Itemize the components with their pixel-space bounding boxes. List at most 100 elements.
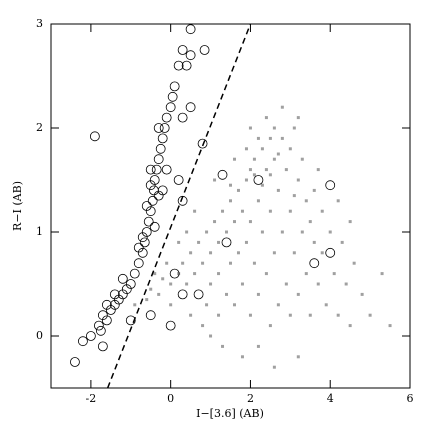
star-point bbox=[97, 310, 108, 321]
galaxy-point bbox=[348, 324, 352, 328]
star-point bbox=[149, 175, 160, 185]
galaxy-point bbox=[264, 272, 268, 276]
galaxy-point bbox=[332, 272, 336, 276]
y-axis-label: R−I (AB) bbox=[11, 181, 24, 231]
galaxy-point bbox=[232, 220, 236, 224]
galaxy-point bbox=[252, 157, 256, 161]
star-point bbox=[145, 206, 156, 217]
galaxy-point bbox=[213, 178, 217, 182]
galaxy-point bbox=[368, 313, 372, 317]
galaxy-point bbox=[296, 292, 300, 296]
star-point bbox=[167, 91, 178, 102]
galaxy-point bbox=[209, 282, 213, 286]
star-point bbox=[117, 273, 128, 284]
star-point bbox=[137, 247, 148, 258]
galaxy-point bbox=[181, 261, 185, 265]
galaxy-point bbox=[336, 313, 340, 317]
galaxy-point bbox=[256, 292, 260, 296]
galaxy-point bbox=[165, 261, 169, 265]
star-point bbox=[145, 310, 156, 321]
galaxy-point bbox=[268, 173, 272, 177]
star-point bbox=[165, 102, 176, 113]
galaxy-point bbox=[320, 209, 324, 213]
galaxy-point bbox=[276, 303, 280, 307]
star-point bbox=[177, 45, 188, 55]
galaxy-point bbox=[169, 303, 173, 307]
star-point bbox=[78, 336, 88, 347]
star-point bbox=[177, 112, 188, 123]
star-point bbox=[117, 289, 128, 300]
galaxy-point bbox=[272, 365, 276, 369]
galaxy-point bbox=[264, 116, 268, 120]
x-tick-label: 2 bbox=[247, 392, 254, 405]
galaxy-point bbox=[244, 147, 248, 151]
galaxy-point bbox=[272, 157, 276, 161]
star-point bbox=[93, 320, 104, 331]
star-point bbox=[157, 133, 168, 144]
galaxy-point bbox=[217, 313, 221, 317]
galaxy-point bbox=[189, 251, 193, 255]
galaxy-point bbox=[300, 230, 304, 234]
galaxy-point bbox=[276, 188, 280, 192]
galaxy-point bbox=[240, 209, 244, 213]
galaxy-point bbox=[177, 240, 181, 244]
star-point bbox=[139, 237, 150, 248]
galaxy-point bbox=[292, 251, 296, 255]
star-point bbox=[95, 325, 106, 336]
star-point bbox=[101, 299, 112, 310]
galaxy-point bbox=[292, 194, 296, 198]
galaxy-point bbox=[360, 292, 364, 296]
x-tick-label: 6 bbox=[407, 392, 414, 405]
galaxy-point bbox=[280, 136, 284, 140]
star-point bbox=[143, 216, 154, 227]
galaxy-point bbox=[133, 303, 137, 307]
star-point bbox=[113, 294, 124, 305]
galaxy-point bbox=[312, 188, 316, 192]
star-point bbox=[155, 143, 166, 154]
star-point bbox=[70, 357, 80, 367]
galaxy-point bbox=[320, 251, 324, 255]
galaxy-point bbox=[280, 230, 284, 234]
galaxy-point bbox=[328, 230, 332, 234]
galaxy-point bbox=[169, 282, 173, 286]
galaxy-point bbox=[189, 313, 193, 317]
galaxy-point bbox=[248, 313, 252, 317]
star-point bbox=[253, 175, 264, 185]
star-point bbox=[129, 268, 140, 279]
galaxy-point bbox=[256, 344, 260, 348]
galaxy-point bbox=[145, 298, 149, 302]
x-tick-label: 4 bbox=[327, 392, 334, 405]
galaxy-point bbox=[288, 147, 292, 151]
star-point bbox=[153, 123, 164, 133]
galaxy-point bbox=[260, 183, 264, 187]
star-point bbox=[181, 60, 192, 71]
star-point bbox=[149, 221, 160, 232]
star-point bbox=[85, 331, 96, 341]
star-point bbox=[325, 247, 336, 258]
galaxy-point bbox=[221, 344, 225, 348]
galaxy-point bbox=[284, 282, 288, 286]
star-point bbox=[153, 154, 164, 165]
star-point bbox=[145, 164, 156, 175]
galaxy-point bbox=[244, 240, 248, 244]
galaxy-point bbox=[193, 272, 197, 276]
galaxy-point bbox=[205, 230, 209, 234]
divider-line bbox=[106, 23, 252, 389]
star-point bbox=[173, 175, 184, 185]
star-point bbox=[185, 102, 196, 113]
galaxy-point bbox=[225, 230, 229, 234]
galaxy-point bbox=[161, 277, 165, 281]
galaxy-point bbox=[240, 282, 244, 286]
galaxy-point bbox=[213, 220, 217, 224]
galaxy-point bbox=[217, 272, 221, 276]
galaxy-point bbox=[388, 324, 392, 328]
galaxy-point bbox=[292, 126, 296, 130]
star-point bbox=[133, 258, 144, 269]
galaxy-point bbox=[276, 152, 280, 156]
y-tick-label: 1 bbox=[36, 225, 43, 238]
galaxy-point bbox=[288, 313, 292, 317]
galaxy-point bbox=[304, 199, 308, 203]
galaxy-point bbox=[336, 199, 340, 203]
galaxy-point bbox=[312, 240, 316, 244]
galaxy-point bbox=[209, 251, 213, 255]
